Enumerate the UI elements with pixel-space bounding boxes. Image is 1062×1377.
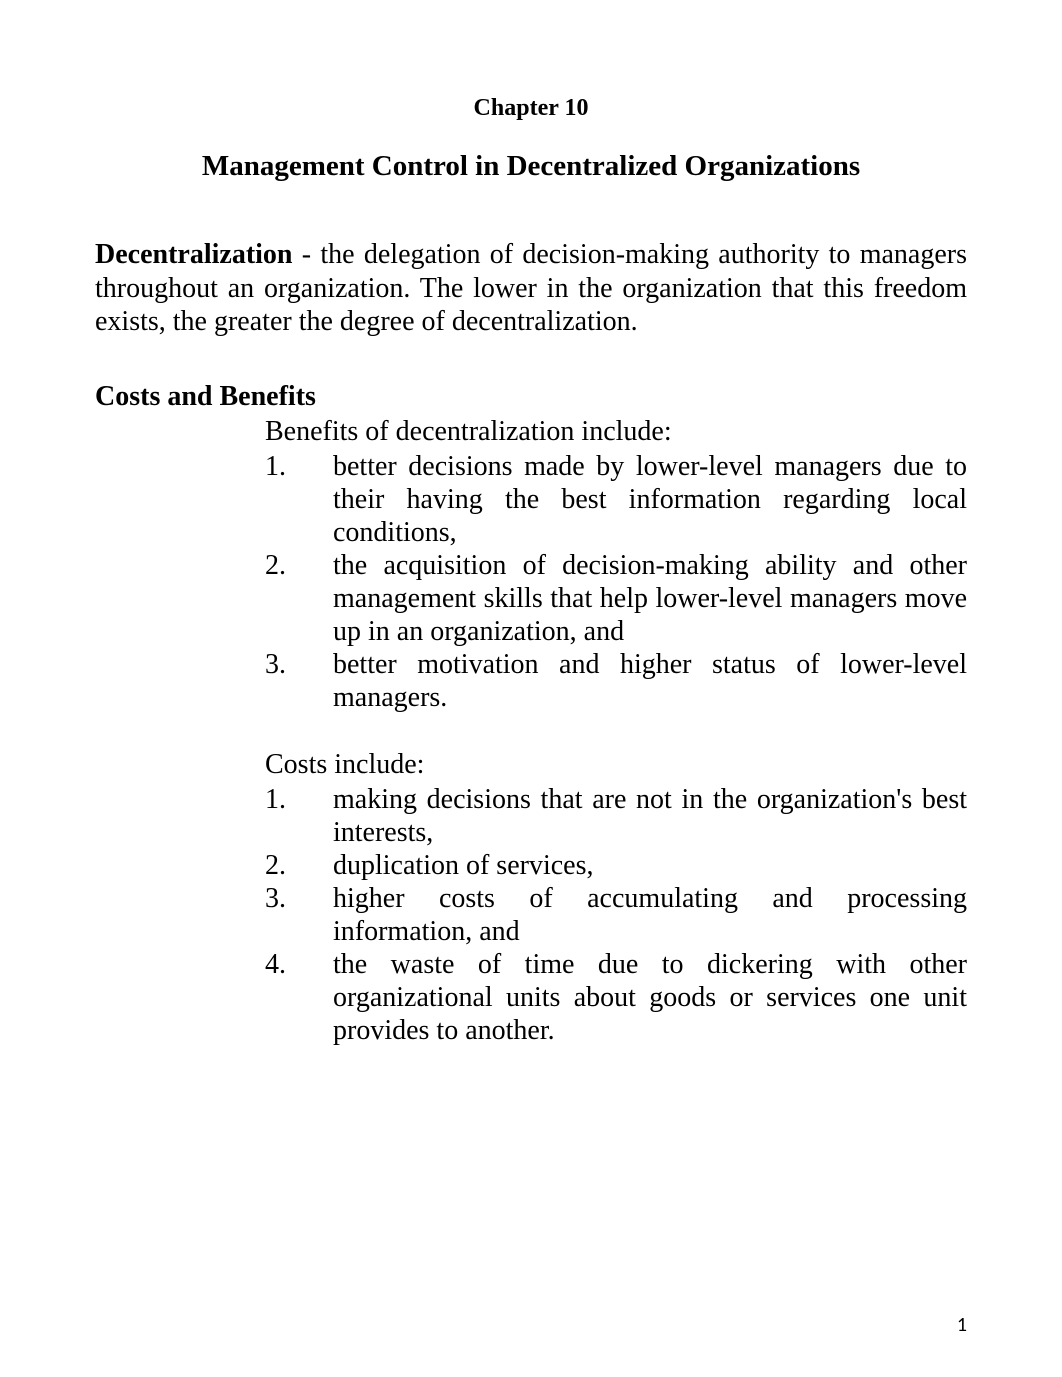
list-item: 3. higher costs of accumulating and proc…	[265, 882, 967, 948]
page-number: 1	[957, 1313, 967, 1337]
list-text: better motivation and higher status of l…	[333, 648, 967, 714]
list-item: 3. better motivation and higher status o…	[265, 648, 967, 714]
costs-subheading: Costs include:	[265, 748, 967, 781]
list-text: higher costs of accumulating and process…	[333, 882, 967, 948]
list-text: the acquisition of decision-making abili…	[333, 549, 967, 648]
list-text: duplication of services,	[333, 849, 967, 882]
list-item: 2. duplication of services,	[265, 849, 967, 882]
list-item: 1. better decisions made by lower-level …	[265, 450, 967, 549]
list-text: the waste of time due to dickering with …	[333, 948, 967, 1047]
list-number: 2.	[265, 849, 333, 882]
list-item: 4. the waste of time due to dickering wi…	[265, 948, 967, 1047]
list-item: 2. the acquisition of decision-making ab…	[265, 549, 967, 648]
chapter-title: Management Control in Decentralized Orga…	[95, 150, 967, 183]
list-number: 2.	[265, 549, 333, 648]
list-text: better decisions made by lower-level man…	[333, 450, 967, 549]
list-text: making decisions that are not in the org…	[333, 783, 967, 849]
benefits-subheading: Benefits of decentralization include:	[265, 415, 967, 448]
chapter-label: Chapter 10	[95, 95, 967, 122]
intro-paragraph: Decentralization - the delegation of dec…	[95, 238, 967, 339]
list-number: 4.	[265, 948, 333, 1047]
list-number: 1.	[265, 783, 333, 849]
costs-list: 1. making decisions that are not in the …	[265, 783, 967, 1047]
benefits-list: 1. better decisions made by lower-level …	[265, 450, 967, 714]
list-number: 3.	[265, 648, 333, 714]
list-item: 1. making decisions that are not in the …	[265, 783, 967, 849]
section-heading: Costs and Benefits	[95, 381, 967, 413]
list-number: 1.	[265, 450, 333, 549]
intro-term: Decentralization	[95, 239, 293, 270]
list-number: 3.	[265, 882, 333, 948]
